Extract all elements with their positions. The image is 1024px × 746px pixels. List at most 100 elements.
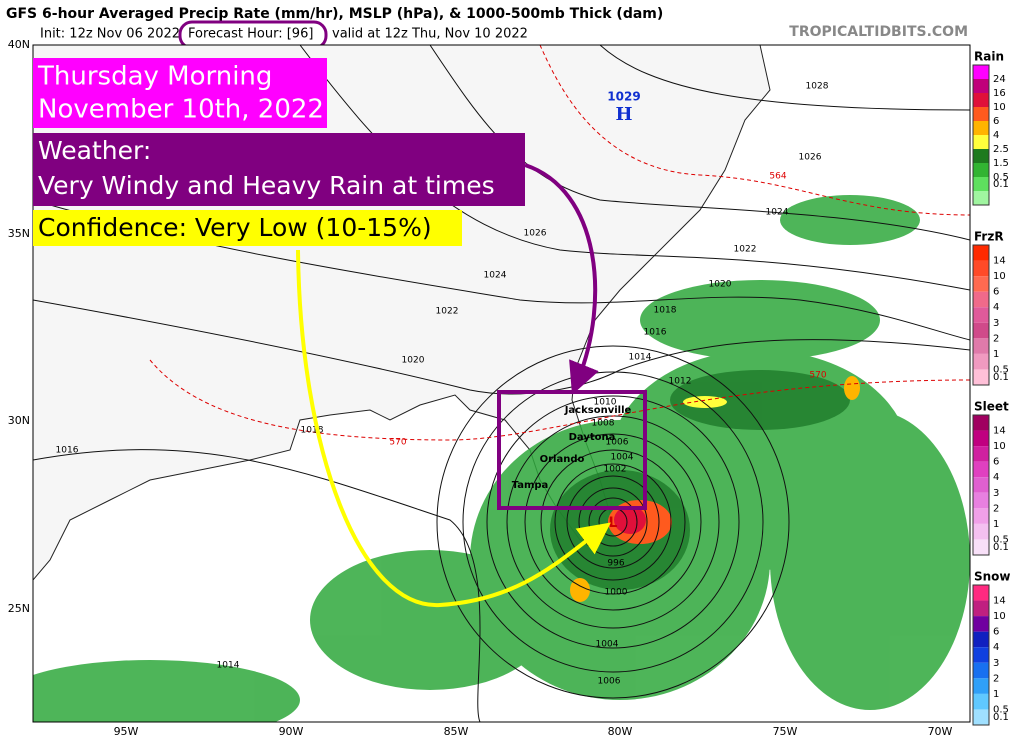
legend-swatch [973,631,989,648]
isobar-label: 1020 [709,280,732,290]
isobar-label: 1004 [611,453,634,463]
legend-swatch [973,446,989,462]
legend-swatch [973,369,989,385]
legend-tick: 1 [993,519,999,530]
isobar-label: 1020 [402,356,425,366]
day-line: Thursday Morning [37,62,272,92]
confidence: Confidence: Very Low (10-15%) [38,213,432,242]
isobar [599,45,970,111]
isobar [436,345,790,699]
legend-tick: 3 [993,318,999,329]
legend-swatch [973,709,989,725]
legend-tick: 10 [993,611,1006,622]
isobar [462,371,764,673]
weather-arrow [524,163,599,395]
isobar [554,463,672,581]
legend-tick: 4 [993,302,999,313]
title: GFS 6-hour Averaged Precip Rate (mm/hr),… [6,6,663,22]
high-label: H [615,104,632,125]
isobar-label: 1028 [806,82,829,92]
legend-tick: 0.5 [993,534,1009,545]
legend-tick: 6 [993,627,999,638]
isobar-label: 1000 [605,588,628,598]
legend-swatch [973,79,989,93]
isobar [33,449,481,722]
isobar-label: 1016 [644,328,667,338]
legend-swatch [973,245,989,261]
legend-swatch [973,539,989,555]
legend-swatch [973,693,989,710]
legend-swatch [973,585,989,601]
legend-title: FrzR [974,230,1004,244]
legend-tick: 1 [993,689,999,700]
city-label: Daytona [569,432,616,443]
isobar-label: 1022 [436,307,459,317]
legend-swatch [973,93,989,107]
confidence-box [33,210,462,246]
legend-frame [972,244,990,386]
isobar-label: 1010 [594,398,617,408]
legend-tick: 0.1 [993,542,1009,553]
isobar-label: 1006 [606,438,629,448]
legend-swatch [973,477,989,493]
valid-time: valid at 12z Thu, Nov 10 2022 [332,27,528,42]
legend-swatch [973,276,989,292]
legend-tick: 0.5 [993,704,1009,715]
legend-swatch [973,291,989,308]
legend-tick: 2 [993,673,999,684]
legend-tick: 6 [993,457,999,468]
weather-box [33,133,525,206]
city-label: Orlando [540,454,585,465]
day-line: November 10th, 2022 [38,95,324,125]
isobar-label: 1014 [217,661,240,671]
legend-swatch [973,353,989,370]
legend-tick: 10 [993,102,1006,113]
isobar-label: 1024 [484,271,507,281]
legend-frame [972,584,990,726]
legend-swatch [973,65,989,79]
legend-swatch [973,191,989,205]
lat-label: 30N [8,414,30,427]
city-label: Tampa [512,480,549,491]
legend-swatch [973,163,989,177]
legend-swatch [973,260,989,277]
legend-tick: 2.5 [993,144,1009,155]
lon-label: 95W [114,725,139,738]
isobar [33,199,970,341]
isobar-label: 1012 [669,377,692,387]
confidence-arrow [296,249,611,608]
legend-tick: 14 [993,426,1006,437]
legend-swatch [973,523,989,540]
lon-label: 80W [608,725,633,738]
init: Init: 12z Nov 06 2022 [40,27,180,42]
legend-title: Sleet [974,400,1009,414]
weather-line: Very Windy and Heavy Rain at times [38,171,495,200]
forecast-hour: Forecast Hour: [96] [188,27,313,42]
isobar-label: 1026 [524,229,547,239]
legend-swatch [973,415,989,431]
isobar-label: 1014 [629,353,652,363]
legend-title: Rain [974,50,1004,64]
isobar [486,395,740,649]
legend-swatch [973,430,989,447]
thickness-label: 570 [389,438,406,448]
isobar-label: 1018 [654,306,677,316]
isobar-label: 1018 [301,426,324,436]
legend-tick: 14 [993,256,1006,267]
legend-swatch [973,492,989,509]
legend-tick: 14 [993,596,1006,607]
lon-label: 90W [279,725,304,738]
thickness-label: 564 [769,172,786,182]
legend-tick: 0.1 [993,179,1009,190]
lon-label: 70W [928,725,953,738]
legend-frame [972,414,990,556]
legend-tick: 24 [993,74,1006,85]
legend-tick: 0.5 [993,172,1009,183]
isobar-label: 1008 [592,419,615,429]
legend-tick: 0.1 [993,372,1009,383]
legend-tick: 6 [993,116,999,127]
legend-swatch [973,678,989,694]
legend-tick: 3 [993,488,999,499]
legend-swatch [973,107,989,121]
